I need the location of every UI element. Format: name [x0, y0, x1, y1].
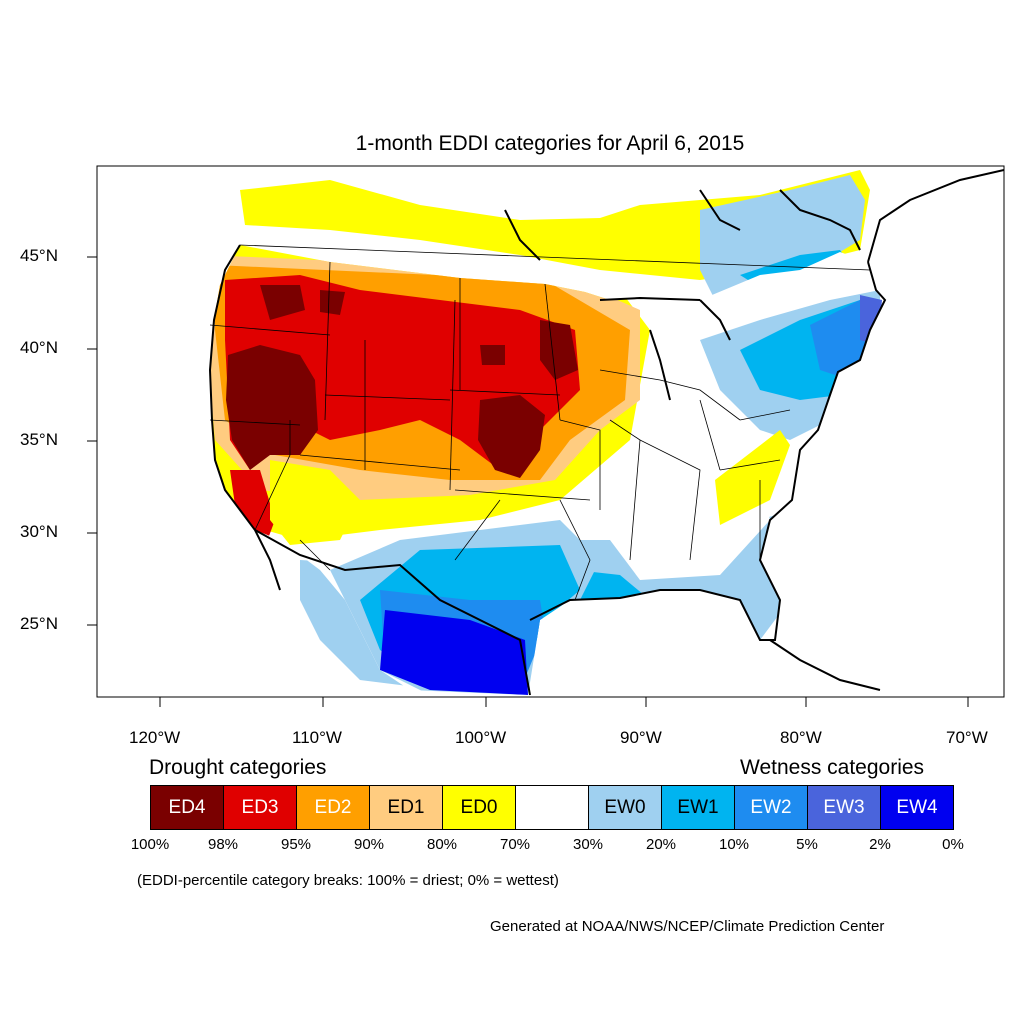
legend-swatch-ew0: EW0 [588, 785, 662, 830]
map-frame [96, 165, 1005, 698]
lon-tick-label: 110°W [292, 728, 342, 747]
percentile-break-label: 0% [942, 836, 964, 853]
percentile-break-label: 95% [280, 836, 312, 853]
legend-swatch-ed1: ED1 [369, 785, 443, 830]
percentile-break-label: 2% [869, 836, 891, 853]
legend-swatch-ed2: ED2 [296, 785, 370, 830]
percentile-break-label: 10% [718, 836, 750, 853]
percentile-break-label: 98% [207, 836, 239, 853]
percentile-break-label: 30% [572, 836, 604, 853]
ed4-dakotas [540, 320, 578, 380]
tick-marks [87, 256, 969, 707]
drought-categories-label: Drought categories [149, 756, 327, 779]
credit-text: Generated at NOAA/NWS/NCEP/Climate Predi… [490, 918, 885, 935]
ed4-nebraska [480, 345, 505, 365]
coastlines [208, 169, 1004, 696]
percentile-break-label: 80% [426, 836, 458, 853]
category-note: (EDDI-percentile category breaks: 100% =… [137, 872, 559, 889]
lon-tick-label: 90°W [620, 728, 662, 747]
lat-tick-label: 35°N [20, 430, 58, 449]
ew3-maine [860, 295, 882, 345]
ed0-appalachia [715, 430, 790, 525]
lon-tick-label: 100°W [455, 728, 507, 747]
canada-east-wet [700, 175, 865, 300]
lat-tick-label: 45°N [20, 246, 58, 265]
lat-tick-label: 40°N [20, 338, 58, 357]
ed4-great-basin [226, 345, 318, 470]
legend-swatch-ew3: EW3 [807, 785, 881, 830]
percentile-break-label: 100% [130, 836, 170, 853]
lon-tick-label: 80°W [780, 728, 822, 747]
lat-tick-label: 25°N [20, 614, 58, 633]
ew4-texas-mexico [380, 610, 528, 695]
legend-swatch-neutral [515, 785, 589, 830]
lon-tick-label: 120°W [129, 728, 181, 747]
percentile-break-label: 20% [645, 836, 677, 853]
percentile-break-label: 5% [796, 836, 818, 853]
ed0-arizona [270, 460, 360, 545]
legend-swatch-ed3: ED3 [223, 785, 297, 830]
legend-swatch-ed4: ED4 [150, 785, 224, 830]
state-lines [209, 244, 871, 601]
lat-tick-label: 30°N [20, 522, 58, 541]
legend-swatch-ew4: EW4 [880, 785, 954, 830]
legend-swatch-ew1: EW1 [661, 785, 735, 830]
legend-swatch-ed0: ED0 [442, 785, 516, 830]
ed4-oregon [260, 285, 305, 320]
percentile-break-label: 90% [353, 836, 385, 853]
legend-swatch-ew2: EW2 [734, 785, 808, 830]
lon-tick-label: 70°W [946, 728, 988, 747]
eddi-map [87, 165, 1005, 707]
percentile-break-label: 70% [499, 836, 531, 853]
ed4-kansas [478, 395, 545, 478]
wetness-categories-label: Wetness categories [740, 756, 925, 779]
ed4-montana [320, 290, 345, 315]
map-title: 1-month EDDI categories for April 6, 201… [355, 132, 745, 155]
